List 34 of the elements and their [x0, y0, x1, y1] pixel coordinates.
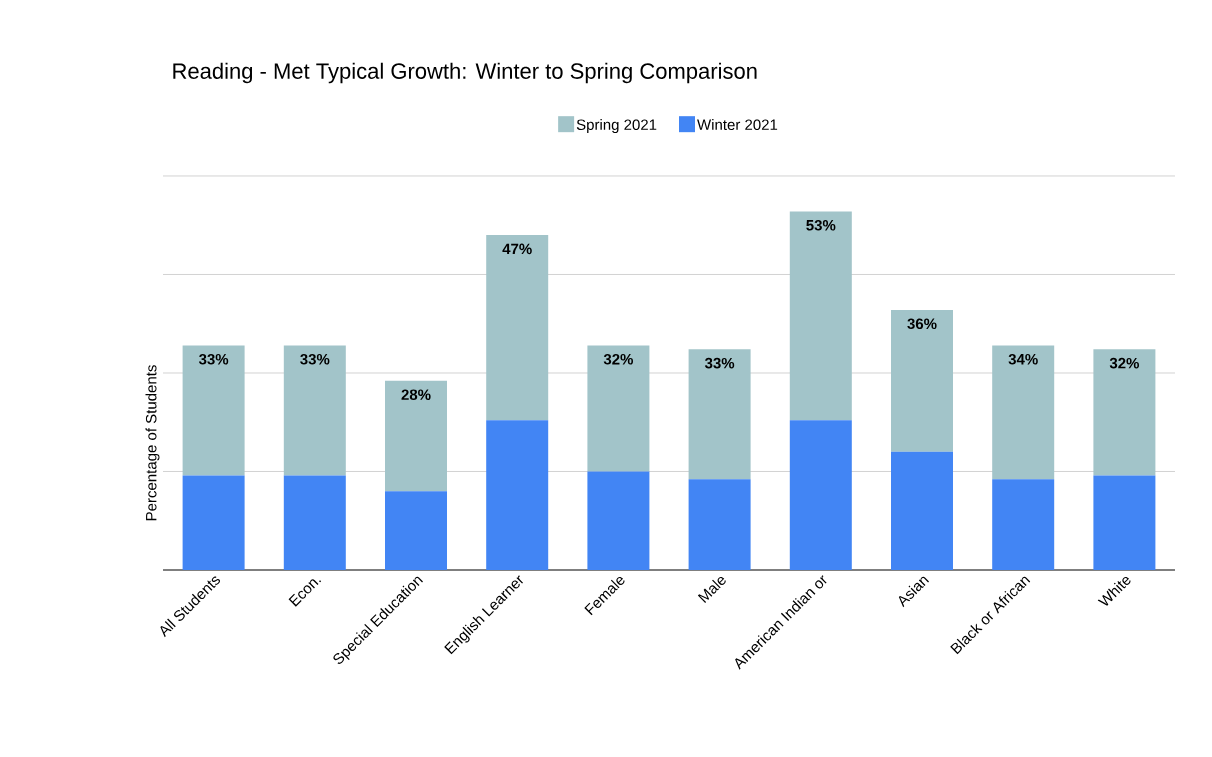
legend-label: Spring 2021 — [576, 118, 657, 133]
bar — [385, 380, 448, 492]
data-label: 32% — [603, 353, 634, 365]
data-label: 32% — [1109, 357, 1140, 369]
data-label: 33% — [300, 353, 330, 365]
data-label: 47% — [502, 243, 532, 255]
data-label: 33% — [704, 357, 735, 369]
bar — [182, 345, 245, 476]
data-label: 36% — [907, 318, 937, 330]
bar — [891, 309, 953, 452]
bar — [688, 479, 751, 570]
y-axis-title: Percentage of Students — [145, 365, 160, 521]
data-label: 28% — [401, 389, 431, 400]
data-label: 53% — [806, 219, 836, 231]
bar — [789, 211, 852, 421]
bar — [992, 479, 1055, 570]
chart-title: Reading - Met Typical Growth: Winter to Spring Comparison — [173, 62, 757, 84]
data-label: 33% — [198, 353, 229, 365]
legend-label: Winter 2021 — [697, 118, 778, 130]
bar — [486, 420, 549, 570]
bar — [789, 420, 852, 570]
bar — [1093, 475, 1156, 570]
bar — [283, 345, 346, 476]
bar — [587, 471, 650, 570]
bar — [587, 345, 650, 472]
bar — [688, 349, 751, 480]
bar — [486, 235, 549, 421]
bar — [1093, 349, 1156, 476]
bar — [992, 345, 1055, 480]
bar — [891, 451, 953, 570]
data-label: 34% — [1008, 353, 1038, 365]
bar — [283, 475, 346, 570]
bar — [182, 475, 245, 570]
bar — [385, 491, 448, 570]
